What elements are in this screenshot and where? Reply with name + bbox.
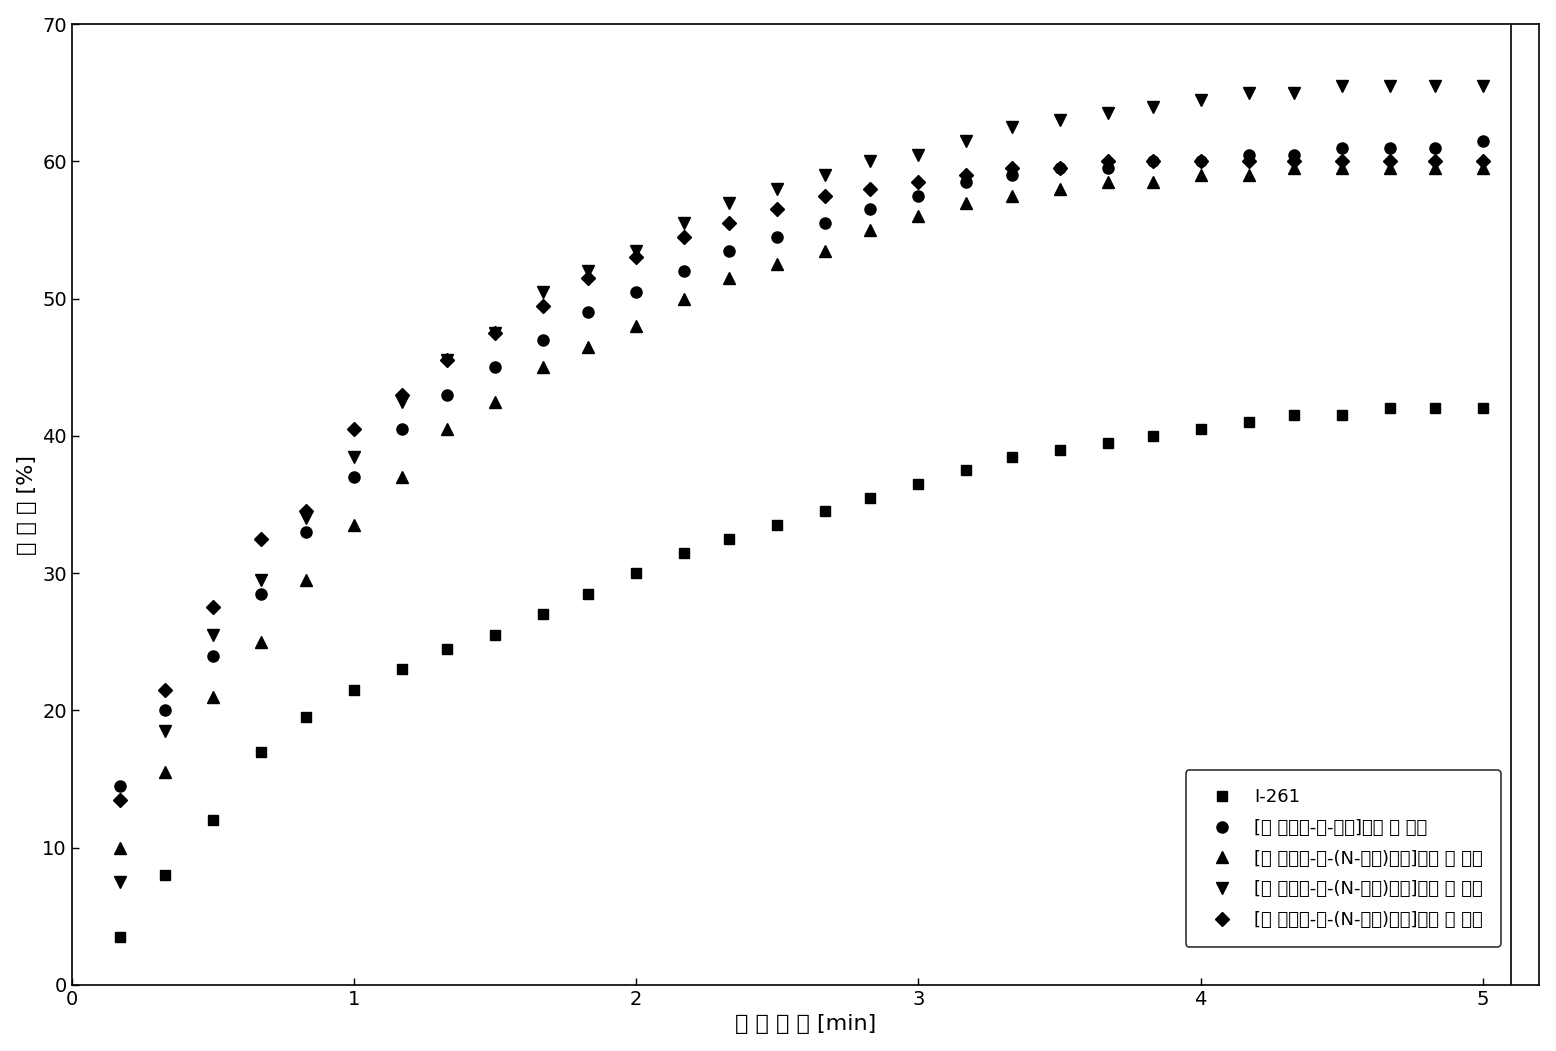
X-axis label: 光 照 时 间 [min]: 光 照 时 间 [min] bbox=[734, 1014, 876, 1034]
Legend: I-261, [环 戊二烯-铁-咋唢]六氟 磷 酸盐, [环 戊二烯-铁-(N-乙基)咋唢]六氟 磷 酸盐, [环 戊二烯-铁-(N-丁基)咋唢]六氟 磷 酸盐: I-261, [环 戊二烯-铁-咋唢]六氟 磷 酸盐, [环 戊二烯-铁-(N-… bbox=[1186, 770, 1502, 947]
Y-axis label: 转 化 率 [%]: 转 化 率 [%] bbox=[17, 454, 37, 555]
